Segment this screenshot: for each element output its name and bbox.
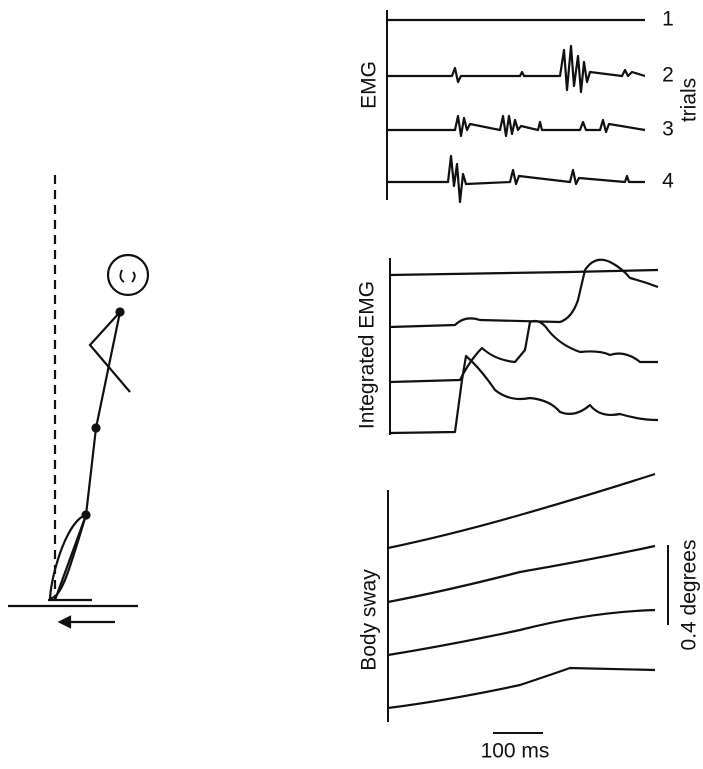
trial-number: 2 <box>662 64 674 87</box>
trace <box>389 258 659 329</box>
trace <box>387 114 646 138</box>
arm <box>88 311 131 393</box>
trace <box>387 544 656 604</box>
body-line <box>53 311 122 601</box>
sway-scale-label: 0.4 degrees <box>678 540 701 651</box>
joint <box>91 423 101 433</box>
joint <box>81 510 91 520</box>
trace <box>387 666 656 710</box>
leg <box>48 513 88 600</box>
trace <box>387 472 656 550</box>
emg-panel: EMG trials 1 2 3 4 <box>358 8 701 204</box>
body-sway-panel: 0.4 degrees Body sway <box>358 472 701 722</box>
trace <box>387 608 656 657</box>
arrow-head <box>57 615 72 629</box>
trace <box>389 319 658 384</box>
trace <box>387 154 645 204</box>
stick-figure <box>8 175 150 629</box>
integrated-emg-panel: Integrated EMG <box>356 258 659 435</box>
body-sway-label: Body sway <box>358 569 381 671</box>
face <box>119 269 136 283</box>
trial-number: 4 <box>662 170 674 193</box>
trial-number: 3 <box>662 118 674 141</box>
joint <box>115 307 125 317</box>
trace <box>387 44 646 94</box>
time-scale-label: 100 ms <box>481 740 550 763</box>
trace <box>389 354 659 435</box>
trial-number: 1 <box>662 8 674 31</box>
head <box>106 253 150 297</box>
emg-label: EMG <box>358 61 381 109</box>
integrated-emg-label: Integrated EMG <box>356 281 379 429</box>
trials-label: trials <box>678 78 701 122</box>
trace <box>389 268 659 277</box>
